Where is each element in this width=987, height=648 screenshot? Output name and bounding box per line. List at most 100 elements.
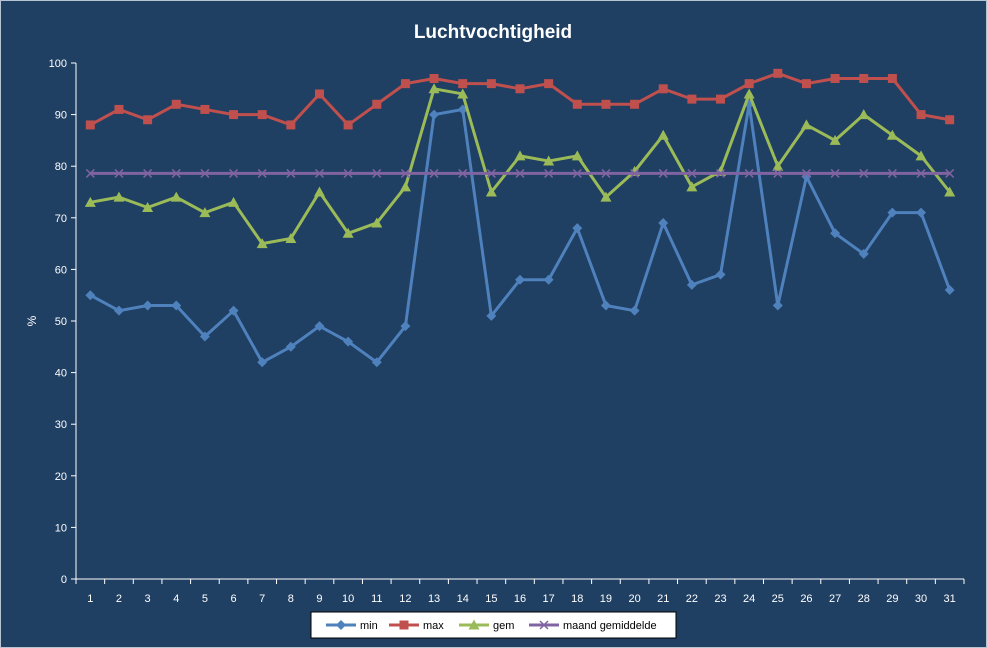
data-point-max [143,115,153,125]
legend-label: gem [493,620,514,632]
data-point-gem [944,186,956,197]
legend-marker [539,620,549,630]
data-point-max [200,104,210,114]
data-point-gem [772,160,784,171]
legend-marker [336,620,346,630]
data-point-gem [657,129,669,140]
data-point-max [372,99,382,109]
data-point-max [515,84,525,94]
data-point-max [458,79,468,89]
data-point-gem [84,196,96,207]
data-point-maand-gemiddelde [830,168,840,178]
data-point-min [429,109,440,120]
data-point-maand-gemiddelde [372,168,382,178]
x-tick-label: 6 [230,593,236,605]
data-point-maand-gemiddelde [859,168,869,178]
data-point-maand-gemiddelde [200,168,210,178]
data-point-maand-gemiddelde [458,168,468,178]
data-point-max [314,89,324,99]
data-point-min [400,321,411,332]
x-tick-label: 11 [371,593,382,605]
data-point-max [687,94,697,104]
data-point-max [859,73,869,83]
data-point-max [773,68,783,78]
data-point-gem [428,83,440,94]
data-point-max [400,79,410,89]
data-point-gem [228,196,240,207]
data-point-max [114,104,124,114]
data-point-gem [829,134,841,145]
data-point-gem [142,201,154,212]
data-point-gem [514,150,526,161]
y-tick-label: 90 [55,110,67,122]
data-point-gem [686,181,698,192]
data-point-max [229,110,239,120]
data-point-min [543,274,554,285]
data-point-max [171,99,181,109]
legend-label: maand gemiddelde [563,620,657,632]
data-point-maand-gemiddelde [801,168,811,178]
series-maand-gemiddelde [85,168,955,178]
x-tick-label: 4 [173,593,179,605]
legend-label: min [360,620,378,632]
legend: min max gem maand gemiddelde [310,611,677,639]
data-point-maand-gemiddelde [143,168,153,178]
x-tick-label: 26 [800,593,812,605]
series-line-max [89,71,950,127]
series-min [85,99,955,368]
legend-entry-max: max [389,620,444,632]
legend-label: max [423,620,444,632]
x-tick-label: 22 [686,593,698,605]
x-tick-label: 23 [714,593,726,605]
legend-marker [399,620,409,630]
data-point-min [686,279,697,290]
legend-entry-min: min [326,620,378,632]
data-point-maand-gemiddelde [343,168,353,178]
legend-box [310,611,677,639]
data-point-gem [858,109,870,120]
data-point-max [630,99,640,109]
y-tick-label: 70 [55,213,67,225]
x-tick-label: 24 [743,593,755,605]
data-point-min [772,300,783,311]
data-point-gem [170,191,182,202]
x-tick-label: 25 [772,593,784,605]
data-point-maand-gemiddelde [744,168,754,178]
x-tick-label: 7 [259,593,265,605]
data-point-gem [199,207,211,218]
y-tick-label: 30 [55,419,67,431]
x-tick-label: 30 [915,593,927,605]
legend-marker [468,619,480,630]
data-point-max [716,94,726,104]
data-point-maand-gemiddelde [887,168,897,178]
data-point-maand-gemiddelde [658,168,668,178]
data-point-min [515,274,525,285]
data-point-maand-gemiddelde [229,168,239,178]
data-point-min [858,248,869,259]
x-tick-label: 19 [600,593,612,605]
x-tick-label: 18 [571,593,583,605]
data-point-maand-gemiddelde [286,168,296,178]
data-point-min [85,290,96,301]
x-tick-label: 14 [457,593,469,605]
data-point-maand-gemiddelde [544,168,554,178]
data-point-maand-gemiddelde [314,168,325,178]
series-layer [84,68,956,368]
data-point-min [887,207,898,218]
data-point-gem [399,181,411,192]
y-tick-label: 60 [55,264,67,276]
y-tick-label: 0 [61,574,67,586]
data-point-gem [743,88,755,99]
data-point-gem [113,191,125,202]
data-point-min [572,223,583,234]
data-point-min [916,207,927,218]
x-tick-label: 29 [886,593,898,605]
data-point-max [257,110,267,120]
data-point-gem [600,191,612,202]
data-point-gem [342,227,354,238]
series-gem [84,83,956,249]
data-point-min [600,300,611,311]
y-tick-label: 100 [49,58,67,70]
x-tick-label: 16 [514,593,526,605]
y-axis-label: % [25,315,39,326]
